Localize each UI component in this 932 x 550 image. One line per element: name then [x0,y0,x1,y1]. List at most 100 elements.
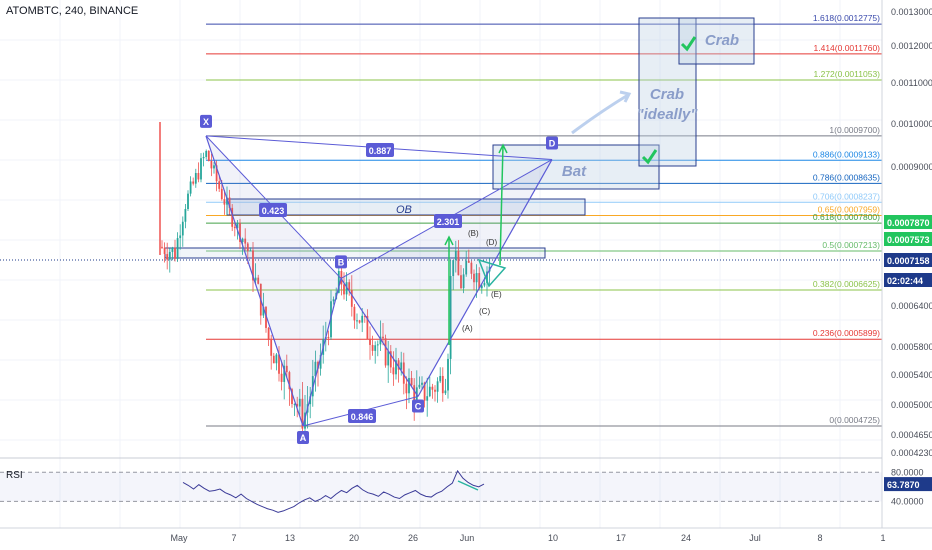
price-tag-label: 0.0007573 [887,235,930,245]
price-tag [884,273,932,287]
green-arrow-head [444,235,454,246]
annotations-layer: (A) (B) (C) (D) (E) OB Bat Crab "ideally" Crab [396,32,739,345]
candle-body [480,285,483,289]
price-tag-label: 0.0007158 [887,256,930,266]
ratio-badge [259,203,287,217]
candle-body [283,365,286,382]
candle-body [428,386,431,397]
bcd-fill [341,159,552,397]
candle-body [343,284,345,295]
candle-body [254,277,257,281]
rsi-tick-label: 40.0000 [891,496,924,506]
chart-title: ATOMBTC, 240, BINANCE [6,5,139,17]
candle-body [389,351,392,368]
candle-body [358,320,361,323]
candle-body [166,254,169,260]
xab-fill [206,135,341,426]
candle-body [205,150,208,157]
candle-body [244,238,247,244]
price-tag [884,215,932,229]
candle-body [483,282,486,286]
candle-body [197,173,200,180]
candle-body [194,173,197,184]
rsi-label: RSI [6,470,23,481]
point-badge [412,399,424,413]
ratio-badge [366,143,394,157]
point-badge [297,431,309,444]
crab-ideal-box [638,17,697,167]
ratio-badge [348,409,376,423]
time-tick-label: 24 [681,533,691,543]
candle-body [223,199,226,205]
candle-body [296,403,299,407]
candles-layer [159,122,491,437]
candle-body [363,315,366,317]
candle-body [423,382,426,401]
pattern-leg [417,159,553,397]
point-badge [335,255,347,269]
candle-body [246,243,249,251]
wave-label: (D) [486,238,497,247]
candle-body [189,181,192,194]
price-tag-label: 02:02:44 [887,276,923,286]
ratio-label: 0.887 [369,146,392,156]
time-tick-label: 13 [285,533,295,543]
candle-body [249,250,252,252]
candle-body [348,282,351,291]
point-badge [200,114,212,128]
point-badge [546,136,558,150]
candle-body [441,375,444,394]
fib-label: 0.382(0.0006625) [813,279,880,289]
point-label: B [338,257,345,267]
candle-body [361,315,364,323]
candle-body [202,156,205,159]
candle-body [291,389,293,405]
candle-body [371,344,374,351]
candle-body [272,355,275,364]
price-tag [884,232,932,246]
candle-body [288,372,291,390]
green-arrow [499,144,504,266]
wave-label: (C) [479,307,490,316]
fib-label: 0(0.0004725) [829,415,880,425]
candle-body [207,150,210,161]
bat-zone-box [492,144,660,190]
candle-body [298,398,301,407]
candle-body [392,367,395,375]
candle-body [457,251,460,276]
candle-body [236,223,239,229]
candle-body [327,336,330,338]
candle-body [379,336,382,345]
candle-body [252,250,254,281]
candle-body [220,188,223,200]
crab-ideal-label: Crab [650,86,684,103]
candle-body [426,396,429,401]
time-tick-label: 17 [616,533,626,543]
candle-body [447,358,449,391]
fib-label: 0.65(0.0007959) [818,205,881,215]
candle-body [257,277,260,284]
fib-label: 1(0.0009700) [829,125,880,135]
time-tick-label: Jul [749,533,761,543]
candle-body [210,160,213,169]
candle-body [376,344,379,346]
candle-body [473,273,475,283]
candle-body [228,197,231,208]
bat-label: Bat [562,163,587,180]
pattern-leg [340,278,419,397]
point-label: X [203,117,209,127]
price-tick-label: 0.0005000 [891,400,932,410]
candle-body [382,336,384,339]
candle-body [231,207,234,227]
candle-body [486,271,488,283]
rsi-current-tag [884,477,932,492]
price-tick-label: 0.0005400 [891,370,932,380]
ratio-label: 0.423 [262,206,285,216]
candle-body [275,354,278,364]
candle-body [413,385,416,403]
candle-body [267,327,270,340]
candle-body [470,262,473,274]
price-tick-label: 0.0010000 [891,119,932,129]
fib-label: 0.706(0.0008237) [813,191,880,201]
